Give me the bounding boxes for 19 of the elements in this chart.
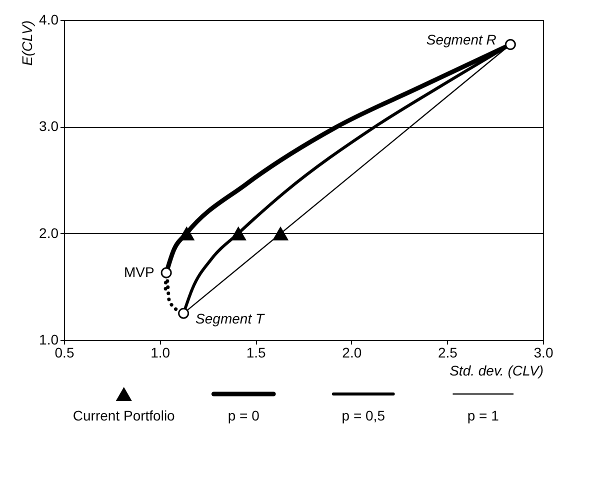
y-tick-label: 3.0 [39,118,59,134]
annotation: MVP [124,264,154,280]
legend-label: p = 0 [228,408,260,424]
annotation: Segment R [426,32,496,48]
legend-label: p = 0,5 [342,408,386,424]
x-tick-label: 2.5 [438,344,458,360]
y-tick-label: 1.0 [39,332,59,348]
legend-label: Current Portfolio [72,408,176,424]
x-tick-label: 1.0 [150,344,170,360]
x-tick-label: 2.0 [342,344,362,360]
x-tick-label: 1.5 [246,344,266,360]
y-tick-label: 4.0 [39,12,59,28]
x-tick-label: 3.0 [534,344,554,360]
x-axis-title: Std. dev. (CLV) [450,362,544,378]
legend-label: p = 1 [467,408,500,424]
annotation: Segment T [196,310,266,326]
y-tick-label: 2.0 [39,224,59,241]
x-tick-label: 0.5 [54,344,74,360]
y-axis-title: E(CLV) [19,20,36,66]
